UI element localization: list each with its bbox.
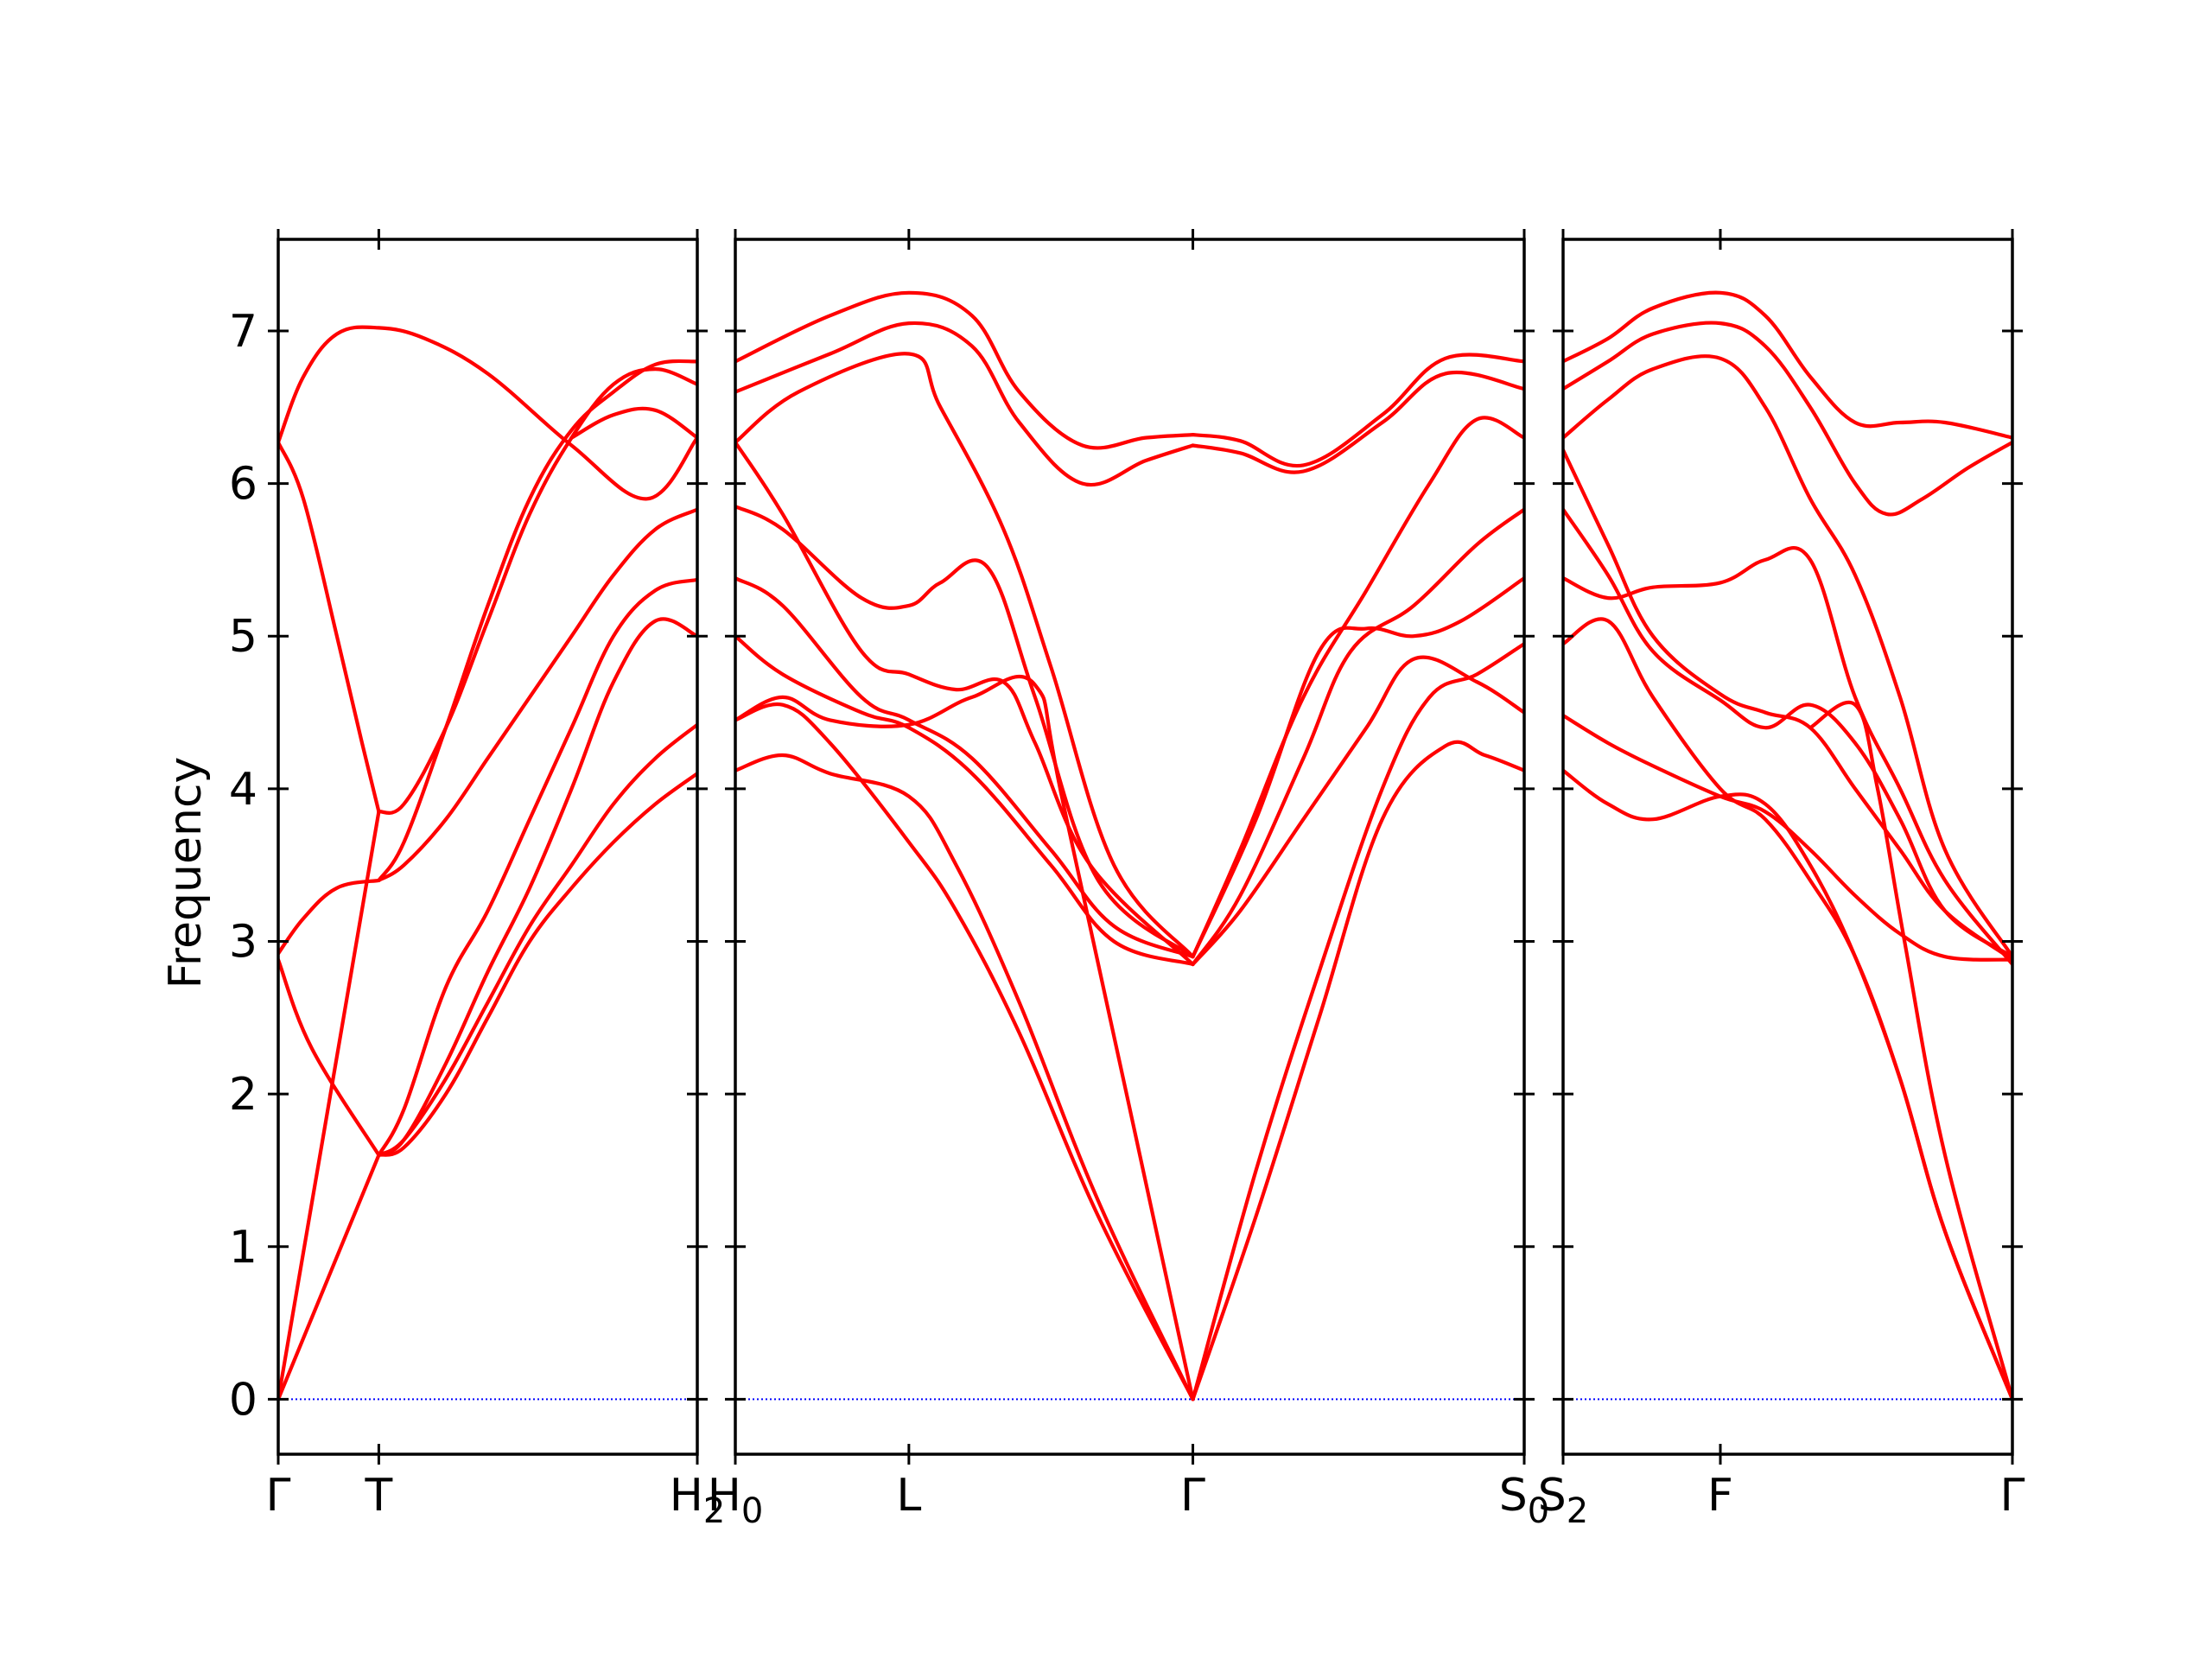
band-line: [1191, 371, 1524, 474]
band-line: [1191, 576, 1524, 959]
band-line: [377, 722, 697, 1157]
band-line: [1563, 321, 2012, 517]
band-line: [1563, 290, 2012, 440]
panel-3: S2 F Γ: [1538, 229, 2025, 1531]
bands: [278, 325, 697, 1402]
band-line: [1563, 546, 2012, 967]
band-line: [1563, 354, 2012, 959]
band-line: [377, 617, 697, 1157]
band-line: [377, 577, 697, 1157]
band-line: [735, 674, 1195, 1402]
band-line: [1191, 416, 1524, 959]
band-line: [377, 367, 697, 816]
band-line: [278, 810, 381, 1402]
panel-1: Γ T H2: [266, 229, 725, 1531]
x-tick-label: T: [365, 1470, 393, 1522]
y-tick-label: 5: [229, 611, 257, 663]
band-line: [735, 634, 1195, 967]
x-tick-label: F: [1707, 1470, 1733, 1522]
y-tick-label: 0: [229, 1374, 257, 1426]
band-line: [278, 1153, 381, 1402]
band-line: [1191, 740, 1524, 1402]
y-axis-label: Frequency: [160, 757, 212, 989]
band-line: [569, 406, 697, 440]
band-line: [278, 440, 381, 814]
band-line: [377, 772, 697, 1157]
band-line: [278, 878, 381, 956]
x-tick-label: Γ: [1180, 1470, 1205, 1522]
band-line: [1191, 655, 1524, 967]
band-line: [735, 753, 1195, 1402]
y-tick-label: 2: [229, 1069, 257, 1121]
x-tick-label: Γ: [266, 1470, 291, 1522]
band-line: [1563, 448, 2012, 962]
bands: [735, 290, 1524, 1402]
band-line: [735, 505, 1195, 959]
band-line: [377, 359, 697, 882]
band-line: [1808, 701, 2012, 1402]
band-line: [1191, 353, 1524, 468]
band-line: [1191, 507, 1524, 967]
plot-frame: [276, 238, 699, 1456]
band-line: [377, 507, 697, 882]
x-tick-label: S0: [1499, 1470, 1549, 1531]
band-line: [1191, 642, 1524, 1402]
y-tick-label: 4: [229, 764, 257, 816]
y-tick-label: 3: [229, 917, 257, 969]
band-line: [278, 957, 381, 1157]
band-line: [278, 325, 697, 501]
y-tick-label: 1: [229, 1222, 257, 1274]
band-line: [735, 440, 1195, 967]
band-line: [1563, 714, 2012, 962]
band-line: [1563, 507, 2012, 959]
plot-frame: [734, 238, 1526, 1456]
y-tick-label: 6: [229, 459, 257, 511]
panel-2: H0 L Γ S0: [708, 229, 1549, 1531]
bands: [1563, 290, 2012, 1402]
band-line: [735, 576, 1195, 959]
band-line: [735, 702, 1195, 1402]
band-line: [735, 352, 1195, 959]
x-tick-label: Γ: [2000, 1470, 2025, 1522]
band-line: [1563, 617, 2012, 1402]
band-line: [1563, 768, 2012, 1402]
band-line: [735, 290, 1195, 450]
y-tick-label: 7: [229, 306, 257, 358]
x-tick-label: L: [896, 1470, 921, 1522]
x-tick-label: H0: [708, 1470, 764, 1531]
plot-frame: [1561, 238, 2014, 1456]
band-line: [735, 321, 1195, 487]
